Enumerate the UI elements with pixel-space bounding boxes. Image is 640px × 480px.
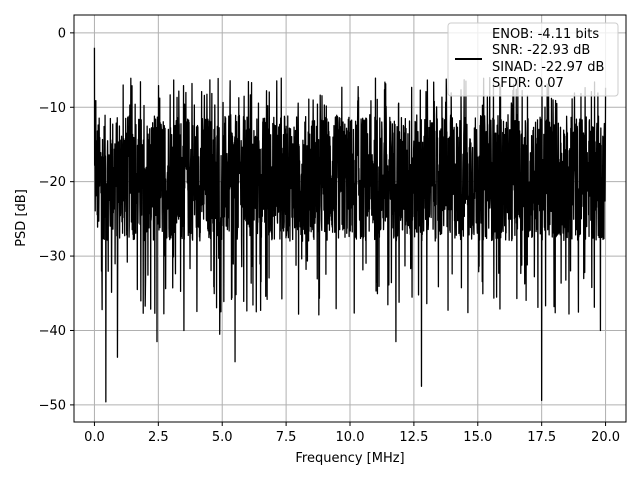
x-tick-label: 5.0 [212,430,233,445]
legend-sfdr: SFDR: 0.07 [492,76,564,91]
legend-sinad: SINAD: -22.97 dB [492,60,604,75]
y-tick-label: 0 [58,26,66,41]
x-axis-label: Frequency [MHz] [295,451,404,466]
x-tick-label: 2.5 [148,430,169,445]
legend: ENOB: -4.11 bits SNR: -22.93 dB SINAD: -… [447,22,619,97]
x-tick-label: 20.0 [591,430,620,445]
legend-snr: SNR: -22.93 dB [492,43,590,58]
x-tick-label: 17.5 [527,430,556,445]
psd-series-line [93,47,607,403]
y-tick-label: −50 [39,398,66,413]
x-tick-label: 10.0 [336,430,365,445]
x-tick-label: 0.0 [84,430,105,445]
y-tick-label: −30 [39,250,66,265]
y-tick-label: −10 [39,101,66,116]
y-tick-label: −20 [39,175,66,190]
legend-enob: ENOB: -4.11 bits [492,27,599,42]
x-tick-label: 7.5 [276,430,297,445]
x-tick-label: 12.5 [399,430,428,445]
y-axis: 0 −10 −20 −30 −40 −50 [39,26,74,413]
y-axis-label: PSD [dB] [14,189,29,247]
y-tick-label: −40 [39,324,66,339]
series-layer [93,47,607,403]
x-axis: 0.0 2.5 5.0 7.5 10.0 12.5 15.0 17.5 20.0 [84,422,620,445]
legend-box [447,22,619,97]
x-tick-label: 15.0 [463,430,492,445]
